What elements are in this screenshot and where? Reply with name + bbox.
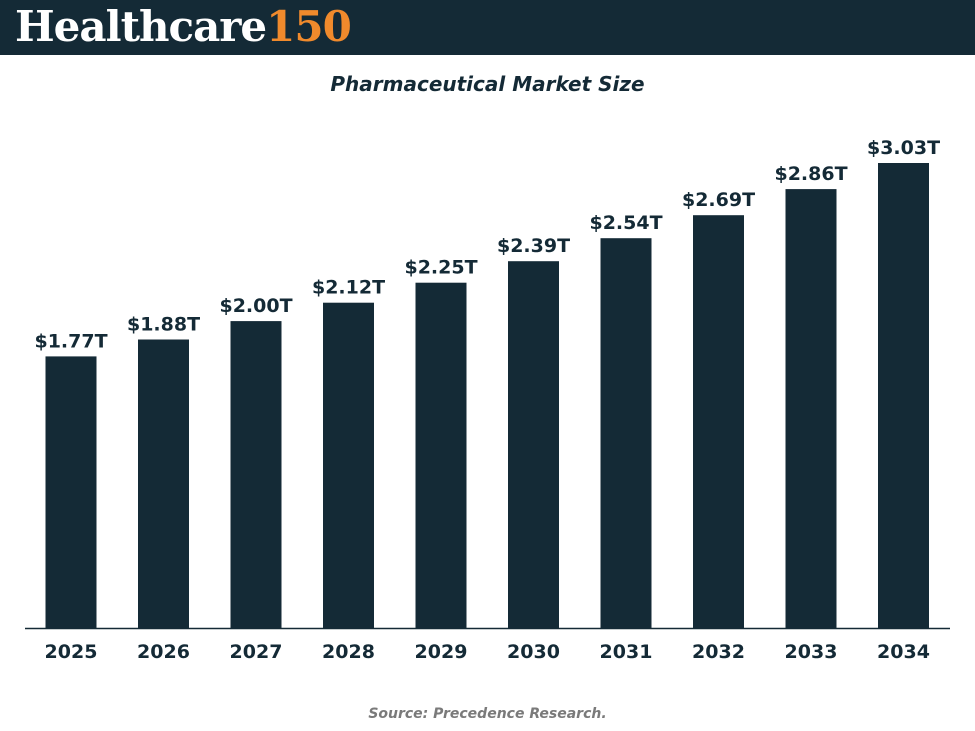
bar-2029 xyxy=(415,282,467,628)
bar-2030 xyxy=(508,261,559,628)
brand-logo[interactable]: Healthcare150 xyxy=(15,2,352,52)
data-label: $1.77T xyxy=(34,330,107,352)
x-tick-label: 2034 xyxy=(877,641,930,663)
data-label: $3.03T xyxy=(867,137,940,159)
brand-number: 150 xyxy=(266,2,352,51)
data-label: $2.54T xyxy=(589,212,662,234)
data-label: $2.12T xyxy=(312,277,385,299)
x-tick-label: 2029 xyxy=(415,641,468,663)
x-tick-label: 2025 xyxy=(45,641,98,663)
data-label: $2.69T xyxy=(682,189,755,211)
bar-2025 xyxy=(45,356,97,628)
x-tick-label: 2033 xyxy=(785,641,838,663)
bar-2034 xyxy=(878,163,929,628)
x-tick-label: 2032 xyxy=(692,641,745,663)
chart-title: Pharmaceutical Market Size xyxy=(330,72,645,96)
bar-2033 xyxy=(785,189,837,628)
data-label: $2.39T xyxy=(497,235,570,257)
data-label: $2.86T xyxy=(774,163,847,185)
data-label: $2.25T xyxy=(404,257,477,279)
bar-2028 xyxy=(323,302,374,628)
x-tick-label: 2026 xyxy=(137,641,190,663)
x-tick-label: 2027 xyxy=(230,641,283,663)
bar-2032 xyxy=(693,215,744,628)
data-label: $1.88T xyxy=(127,314,200,336)
x-tick-label: 2031 xyxy=(600,641,653,663)
bar-2027 xyxy=(230,321,282,628)
source-note: Source: Precedence Research. xyxy=(368,706,607,722)
site-header: Healthcare150 xyxy=(0,0,975,55)
brand-name: Healthcare xyxy=(15,2,267,51)
bar-2026 xyxy=(138,339,189,628)
data-label: $2.00T xyxy=(219,295,292,317)
bar-2031 xyxy=(600,238,652,628)
x-tick-label: 2030 xyxy=(507,641,560,663)
x-tick-label: 2028 xyxy=(322,641,375,663)
